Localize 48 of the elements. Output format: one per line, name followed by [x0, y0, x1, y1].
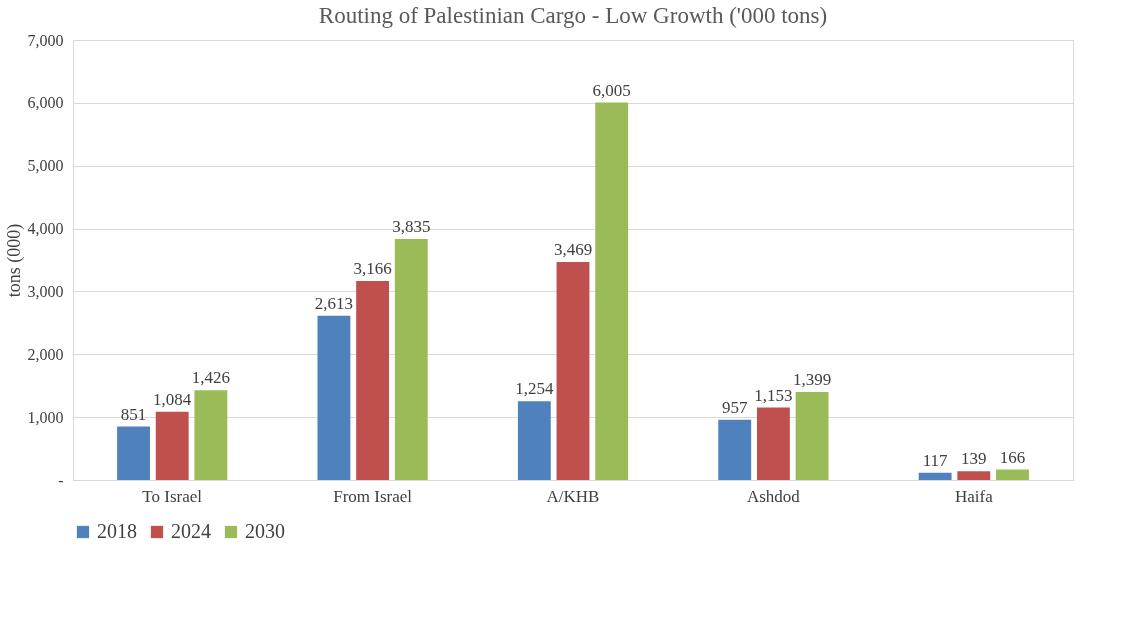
bar: [194, 390, 228, 480]
bar: [556, 261, 590, 480]
bar: [996, 469, 1029, 480]
data-label: 3,166: [353, 258, 392, 278]
data-label: 166: [999, 447, 1026, 467]
data-label: 957: [721, 397, 748, 417]
y-axis-title: tons (000): [3, 223, 25, 298]
bar: [795, 392, 829, 480]
data-label: 2,613: [314, 293, 354, 313]
bar: [918, 472, 952, 480]
bar: [756, 407, 790, 480]
y-tick-label: 5,000: [27, 157, 64, 175]
y-tick-label: 1,000: [27, 408, 64, 426]
data-label: 139: [961, 449, 987, 469]
bar: [957, 471, 991, 480]
bar: [356, 280, 390, 480]
y-tick-label: 2,000: [27, 345, 64, 363]
bar: [317, 315, 351, 480]
bar: [394, 238, 428, 480]
data-label: 3,835: [392, 216, 431, 236]
y-tick-label: 6,000: [27, 94, 64, 112]
data-label: 851: [120, 404, 147, 424]
y-tick-label: 3,000: [27, 282, 64, 300]
bar: [517, 401, 551, 480]
x-tick-label: Ashdod: [746, 486, 801, 506]
x-tick-label: Haifa: [954, 486, 994, 506]
data-label: 117: [922, 450, 949, 470]
chart-title: Routing of Palestinian Cargo - Low Growth ('000 tons): [318, 3, 828, 28]
y-tick-label: -: [58, 471, 64, 489]
data-label: 6,005: [592, 80, 631, 100]
legend-label: 2030: [245, 520, 285, 542]
data-label: 1,254: [515, 379, 554, 399]
bar: [595, 102, 629, 480]
y-tick-label: 4,000: [27, 220, 64, 238]
data-label: 1,084: [153, 389, 192, 409]
bar: [117, 426, 150, 480]
data-label: 1,153: [754, 385, 793, 405]
legend-label: 2024: [171, 520, 211, 542]
data-label: 3,469: [553, 239, 593, 259]
data-label: 1,426: [191, 368, 230, 388]
x-tick-label: To Israel: [142, 486, 203, 506]
legend-label: 2018: [97, 520, 137, 542]
x-tick-label: A/KHB: [546, 486, 600, 506]
x-tick-label: From Israel: [333, 486, 413, 506]
bar: [718, 419, 752, 480]
data-label: 1,399: [792, 370, 832, 390]
y-tick-label: 7,000: [27, 31, 64, 49]
bar: [155, 411, 189, 480]
